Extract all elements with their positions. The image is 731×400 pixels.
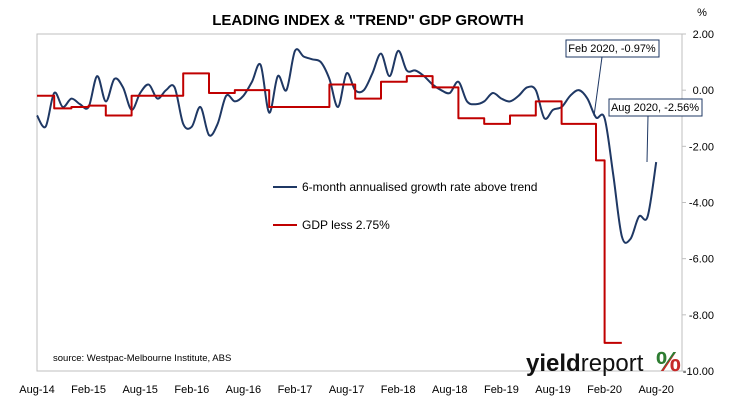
x-tick-label: Aug-17 — [329, 384, 364, 396]
annotation-leader — [646, 115, 649, 163]
logo-report-text: report — [581, 350, 644, 377]
annotation-feb-2020: Feb 2020, -0.97% — [565, 39, 660, 117]
annotation-box — [565, 39, 660, 58]
plot-area-frame — [36, 33, 683, 372]
x-tick-label: Aug-15 — [122, 384, 157, 396]
x-tick-label: Aug-20 — [638, 384, 673, 396]
y-tick-label: -4.00 — [689, 198, 714, 210]
annotation-leader — [593, 56, 603, 117]
x-tick-label: Feb-15 — [71, 384, 106, 396]
logo-percent-icon: % — [656, 346, 681, 377]
annotation-aug-2020: Aug 2020, -2.56% — [608, 98, 703, 163]
annotations: Feb 2020, -0.97% Aug 2020, -2.56% — [565, 39, 703, 163]
annotation-box — [608, 98, 703, 117]
source-note: source: Westpac-Melbourne Institute, ABS — [53, 353, 231, 364]
x-tick-label: Aug-19 — [535, 384, 570, 396]
y-tick-label: 0.00 — [693, 85, 714, 97]
legend-label-leading-index: 6-month annualised growth rate above tre… — [302, 180, 537, 194]
x-tick-label: Aug-18 — [432, 384, 467, 396]
x-tick-label: Aug-14 — [19, 384, 54, 396]
x-tick-label: Aug-16 — [226, 384, 261, 396]
legend-label-gdp: GDP less 2.75% — [302, 218, 390, 232]
y-axis-unit-label: % — [697, 7, 707, 19]
yieldreport-logo: yieldreport % — [526, 346, 681, 377]
series-line-gdp — [37, 72, 622, 344]
logo-yield-text: yield — [526, 350, 581, 377]
y-tick-label: -2.00 — [689, 141, 714, 153]
svg-text:yieldreport: yieldreport — [526, 350, 644, 377]
legend: 6-month annualised growth rate above tre… — [273, 180, 537, 232]
x-tick-label: Feb-16 — [174, 384, 209, 396]
y-axis: 2.00 0.00 -2.00 -4.00 -6.00 -8.00 -10.00 — [682, 29, 714, 378]
y-tick-label: -10.00 — [683, 366, 714, 378]
y-tick-label: -8.00 — [689, 310, 714, 322]
series-line-leading-index — [36, 48, 658, 244]
x-tick-label: Feb-18 — [381, 384, 416, 396]
annotation-label: Aug 2020, -2.56% — [611, 102, 699, 114]
chart-title: LEADING INDEX & "TREND" GDP GROWTH — [212, 12, 523, 29]
y-tick-label: 2.00 — [693, 29, 714, 41]
series-layer — [36, 48, 658, 344]
x-tick-label: Feb-20 — [587, 384, 622, 396]
x-tick-label: Feb-19 — [484, 384, 519, 396]
y-tick-label: -6.00 — [689, 254, 714, 266]
x-tick-label: Feb-17 — [278, 384, 313, 396]
annotation-label: Feb 2020, -0.97% — [568, 43, 656, 55]
x-axis: Aug-14 Feb-15 Aug-15 Feb-16 Aug-16 Feb-17 Aug-… — [19, 384, 674, 396]
